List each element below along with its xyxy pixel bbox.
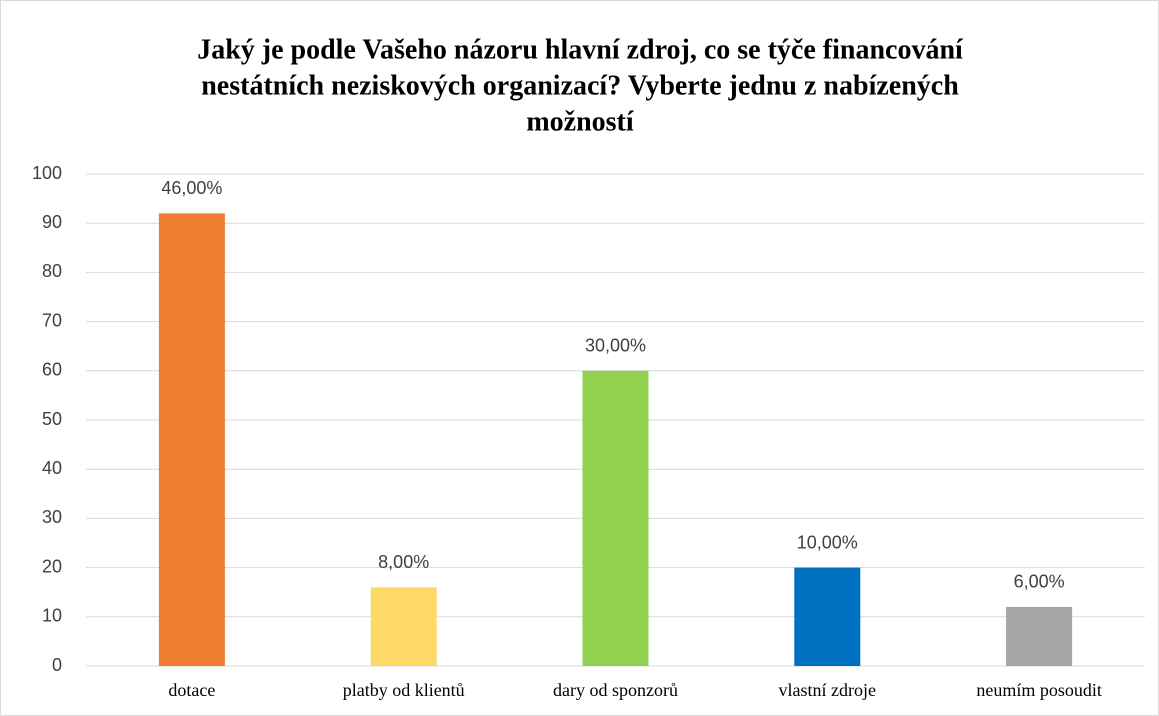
chart-title: Jaký je podle Vašeho názoru hlavní zdroj… xyxy=(197,34,964,65)
y-tick-label: 60 xyxy=(42,360,62,380)
y-tick-label: 0 xyxy=(52,655,62,675)
value-label: 30,00% xyxy=(585,336,646,356)
bar xyxy=(158,213,225,667)
chart-title: nestátních neziskových organizací? Vyber… xyxy=(201,70,959,101)
x-tick-label: dotace xyxy=(168,680,215,700)
y-tick-label: 70 xyxy=(42,310,62,330)
value-label: 10,00% xyxy=(797,532,858,552)
bar xyxy=(794,567,861,666)
y-tick-label: 30 xyxy=(42,507,62,527)
y-tick-label: 80 xyxy=(42,261,62,281)
y-tick-label: 10 xyxy=(42,606,62,626)
y-tick-label: 90 xyxy=(42,212,62,232)
x-tick-label: vlastní zdroje xyxy=(779,680,876,700)
bar xyxy=(1006,606,1073,666)
value-label: 8,00% xyxy=(378,552,429,572)
y-tick-label: 40 xyxy=(42,458,62,478)
x-tick-label: dary od sponzorů xyxy=(553,680,678,700)
chart-title: možností xyxy=(526,106,635,137)
y-tick-label: 20 xyxy=(42,556,62,576)
y-tick-label: 50 xyxy=(42,409,62,429)
bar xyxy=(582,370,649,666)
bar xyxy=(370,587,437,666)
value-label: 46,00% xyxy=(161,178,222,198)
value-label: 6,00% xyxy=(1014,572,1065,592)
x-tick-label: neumím posoudit xyxy=(976,680,1102,700)
x-tick-label: platby od klientů xyxy=(343,680,465,700)
y-tick-label: 100 xyxy=(32,163,62,183)
